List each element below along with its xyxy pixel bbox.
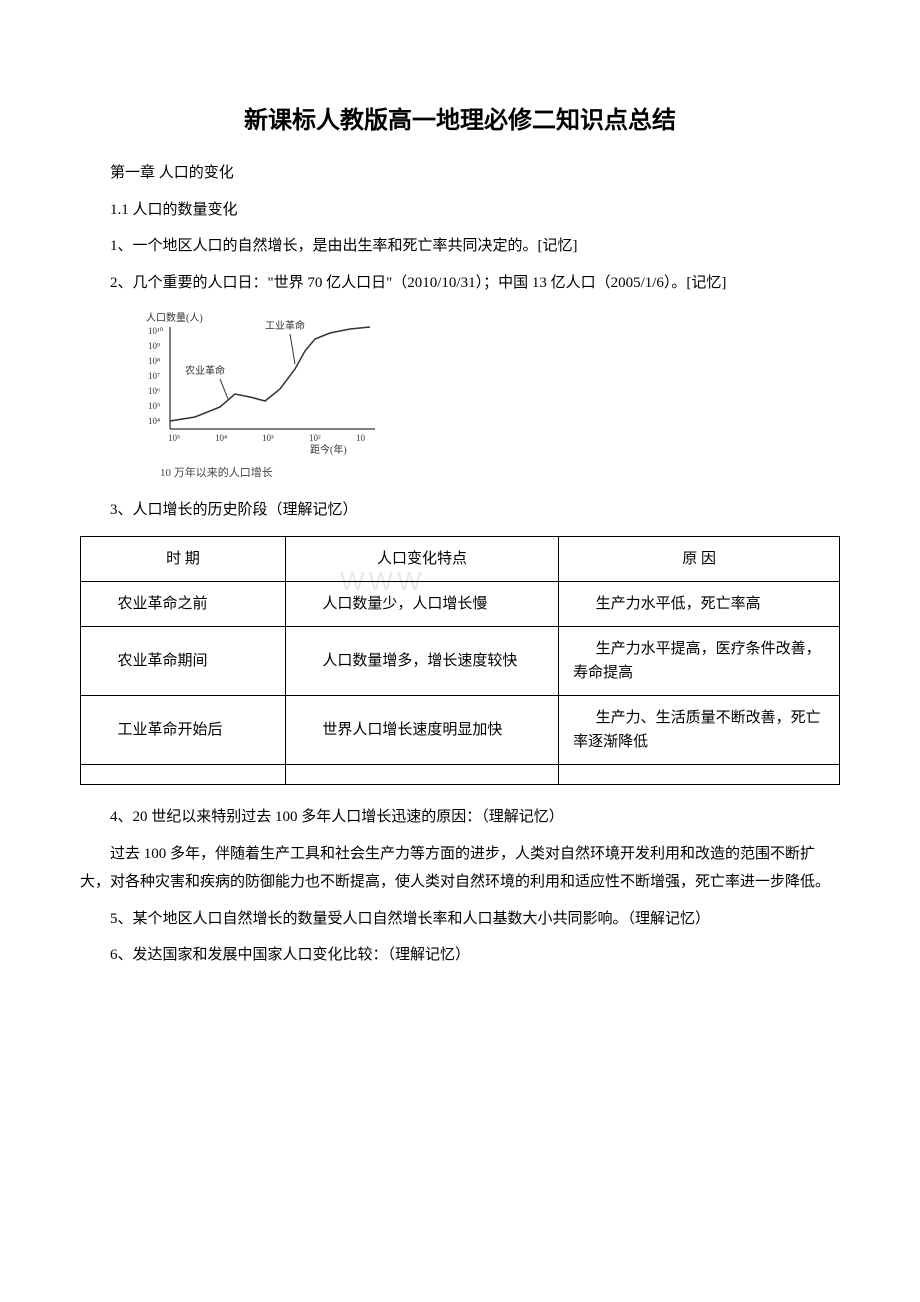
chart-y-axis-label: 人口数量(人) (146, 311, 203, 324)
table-header-reason: 原 因 (559, 537, 840, 582)
chart-svg: 人口数量(人) 10¹⁰ 10⁹ 10⁸ 10⁷ 10⁶ 10⁵ 10⁴ 农业革… (140, 309, 390, 459)
chart-indu-label: 工业革命 (265, 319, 305, 332)
table-cell: 人口数量增多，增长速度较快 (285, 627, 558, 696)
table-cell-empty (285, 765, 558, 785)
table-row: 工业革命开始后 世界人口增长速度明显加快 生产力、生活质量不断改善，死亡率逐渐降… (81, 696, 840, 765)
table-cell: 农业革命期间 (81, 627, 286, 696)
table-header-row: 时 期 人口变化特点 原 因 (81, 537, 840, 582)
table-cell: 生产力水平提高，医疗条件改善，寿命提高 (559, 627, 840, 696)
paragraph-7: 6、发达国家和发展中国家人口变化比较：（理解记忆） (80, 941, 840, 970)
chart-xtick-3: 10² (309, 433, 321, 443)
chart-ytick-0: 10⁴ (148, 416, 160, 426)
paragraph-6: 5、某个地区人口自然增长的数量受人口自然增长率和人口基数大小共同影响。（理解记忆… (80, 905, 840, 934)
chart-ytick-2: 10⁶ (148, 386, 160, 396)
chapter-heading: 第一章 人口的变化 (80, 159, 840, 188)
chart-indu-pointer (290, 334, 295, 364)
paragraph-5: 过去 100 多年，伴随着生产工具和社会生产力等方面的进步，人类对自然环境开发利… (80, 840, 840, 897)
chart-agri-pointer (220, 379, 228, 399)
paragraph-3: 3、人口增长的历史阶段（理解记忆） (80, 496, 840, 525)
chart-ytick-3: 10⁷ (148, 371, 160, 381)
paragraph-1: 1、一个地区人口的自然增长，是由出生率和死亡率共同决定的。[记忆] (80, 232, 840, 261)
population-growth-chart: 人口数量(人) 10¹⁰ 10⁹ 10⁸ 10⁷ 10⁶ 10⁵ 10⁴ 农业革… (140, 309, 840, 484)
table-cell: 工业革命开始后 (81, 696, 286, 765)
chart-ytick-5: 10⁹ (148, 341, 160, 351)
chart-xtick-2: 10³ (262, 433, 274, 443)
table-cell: 人口数量少，人口增长慢 (285, 582, 558, 627)
table-cell: 世界人口增长速度明显加快 (285, 696, 558, 765)
paragraph-2: 2、几个重要的人口日："世界 70 亿人口日"（2010/10/31）；中国 1… (80, 269, 840, 298)
chart-xtick-0: 10⁵ (168, 433, 180, 443)
population-history-table: 时 期 人口变化特点 原 因 农业革命之前 人口数量少，人口增长慢 生产力水平低… (80, 536, 840, 785)
table-cell-empty (559, 765, 840, 785)
chart-xtick-1: 10⁴ (215, 433, 227, 443)
table-row: 农业革命之前 人口数量少，人口增长慢 生产力水平低，死亡率高 (81, 582, 840, 627)
chart-xtick-4: 10 (356, 433, 366, 443)
document-title: 新课标人教版高一地理必修二知识点总结 (80, 100, 840, 135)
table-cell: 生产力水平低，死亡率高 (559, 582, 840, 627)
chart-ytick-4: 10⁸ (148, 356, 160, 366)
chart-ytick-6: 10¹⁰ (148, 326, 164, 336)
chart-ytick-1: 10⁵ (148, 401, 160, 411)
table-empty-row (81, 765, 840, 785)
chart-caption: 10 万年以来的人口增长 (160, 463, 840, 484)
table-cell: 生产力、生活质量不断改善，死亡率逐渐降低 (559, 696, 840, 765)
chart-agri-label: 农业革命 (185, 364, 225, 377)
table-header-feature: 人口变化特点 (285, 537, 558, 582)
table-cell: 农业革命之前 (81, 582, 286, 627)
table-cell-empty (81, 765, 286, 785)
paragraph-4: 4、20 世纪以来特别过去 100 多年人口增长迅速的原因：（理解记忆） (80, 803, 840, 832)
section-heading: 1.1 人口的数量变化 (80, 196, 840, 225)
chart-x-axis-label: 距今(年) (310, 443, 347, 456)
table-row: 农业革命期间 人口数量增多，增长速度较快 生产力水平提高，医疗条件改善，寿命提高 (81, 627, 840, 696)
table-header-period: 时 期 (81, 537, 286, 582)
